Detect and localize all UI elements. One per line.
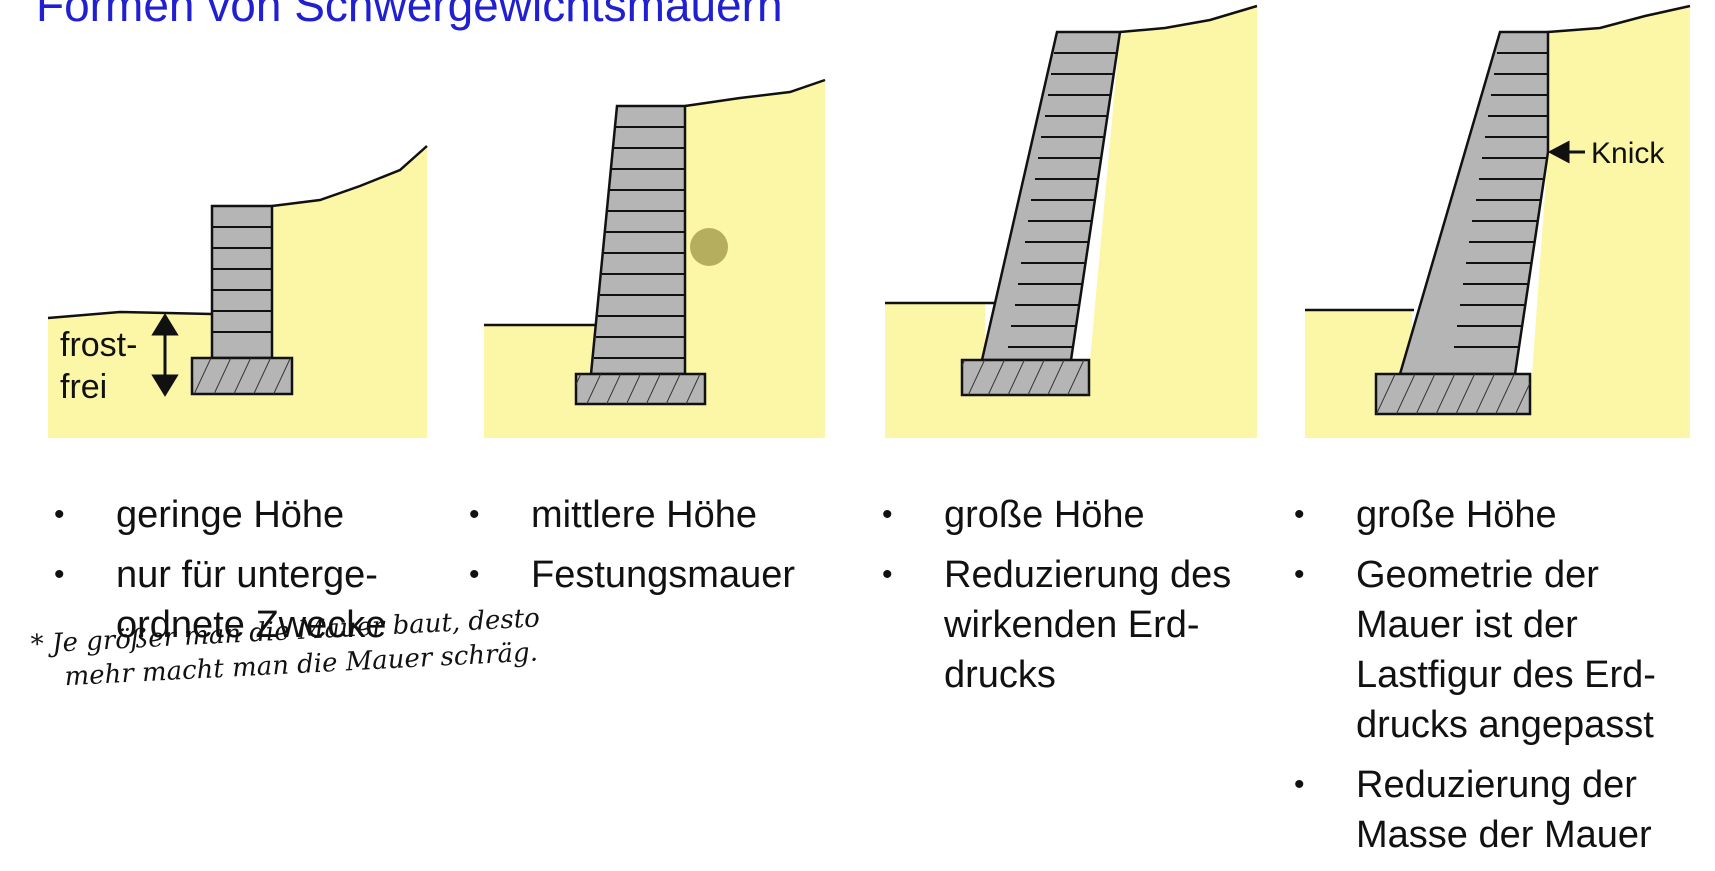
slope-line-2 bbox=[684, 78, 826, 108]
soil-2 bbox=[484, 80, 825, 438]
bullet-item: Reduzierung des wirkenden Erd- drucks bbox=[878, 550, 1278, 700]
ground-line-1 bbox=[47, 310, 213, 320]
soil-3 bbox=[885, 6, 1257, 438]
slide-title: Formen von Schwergewichtsmauern bbox=[36, 0, 783, 31]
frost-label-line2: frei bbox=[60, 368, 107, 406]
knick-arrow bbox=[1547, 140, 1585, 164]
bullet-item: nur für unterge- ordnete Zwecke bbox=[50, 550, 450, 650]
column-medium-wall: mittlere Höhe Festungsmauer bbox=[465, 490, 865, 610]
diagram-tall-wall bbox=[885, 4, 1258, 438]
slope-line-1 bbox=[271, 145, 428, 208]
diagram-low-wall: frost- frei bbox=[47, 145, 428, 438]
bullet-item: Reduzierung der Masse der Mauer bbox=[1290, 760, 1710, 860]
marker-dot bbox=[690, 228, 728, 266]
bullet-item: große Höhe bbox=[878, 490, 1278, 540]
column-tall-wall: große Höhe Reduzierung des wirkenden Erd-… bbox=[878, 490, 1278, 710]
wall-2 bbox=[589, 104, 687, 376]
bullet-item: Festungsmauer bbox=[465, 550, 865, 600]
retaining-wall-diagrams: frost- frei bbox=[47, 4, 1691, 438]
frost-arrow bbox=[151, 313, 179, 397]
foundation-2 bbox=[574, 372, 707, 406]
bullet-item: mittlere Höhe bbox=[465, 490, 865, 540]
column-kinked-wall: große Höhe Geometrie der Mauer ist der La… bbox=[1290, 490, 1710, 870]
bullet-item: große Höhe bbox=[1290, 490, 1710, 540]
bullet-item: Geometrie der Mauer ist der Lastfigur de… bbox=[1290, 550, 1710, 750]
frost-label-line1: frost- bbox=[60, 326, 137, 364]
soil-4 bbox=[1305, 6, 1690, 438]
foundation-1 bbox=[190, 356, 294, 396]
slope-line-3 bbox=[1119, 4, 1258, 34]
foundation-4 bbox=[1374, 372, 1532, 416]
slope-line-4 bbox=[1547, 4, 1691, 34]
wall-4 bbox=[1398, 30, 1550, 376]
knick-label: Knick bbox=[1591, 137, 1665, 170]
foundation-3 bbox=[960, 358, 1091, 397]
diagram-kinked-wall: Knick bbox=[1305, 4, 1691, 438]
column-low-wall: geringe Höhe nur für unterge- ordnete Zwe… bbox=[50, 490, 450, 660]
wall-1 bbox=[210, 204, 274, 360]
bullet-item: geringe Höhe bbox=[50, 490, 450, 540]
diagram-medium-wall bbox=[484, 78, 826, 438]
